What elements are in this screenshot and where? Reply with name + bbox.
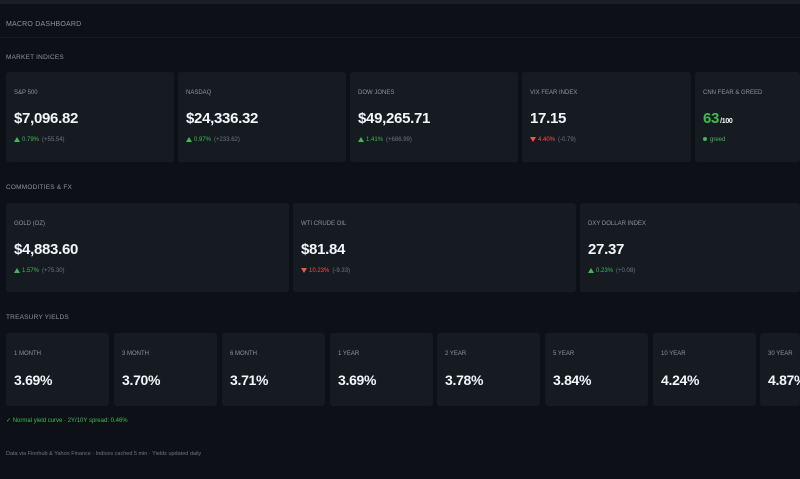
- divider: [0, 37, 800, 38]
- change-percent: 10.23%: [309, 268, 330, 275]
- card-change: 0.23% (+0.08): [588, 268, 635, 274]
- card-change: 4.40% (-0.79): [530, 137, 576, 143]
- card-label: 30 YEAR: [768, 351, 793, 357]
- footer-source-note: Data via Finnhub & Yahoo Finance · Indic…: [6, 451, 202, 457]
- card-label: 1 YEAR: [338, 351, 360, 357]
- change-absolute: (+686.99): [386, 137, 412, 144]
- section-label-commodities: COMMODITIES & FX: [6, 184, 73, 191]
- down-arrow-icon: [301, 268, 307, 273]
- yield-card-1-year[interactable]: 1 YEAR 3.69%: [330, 333, 433, 406]
- card-value: $49,265.71: [358, 110, 431, 127]
- card-value: 27.37: [588, 241, 625, 258]
- card-label: 2 YEAR: [445, 351, 467, 357]
- card-value: $24,336.32: [186, 110, 259, 127]
- card-label: GOLD (OZ): [14, 221, 45, 227]
- card-change: 10.23% (-9.33): [301, 268, 350, 274]
- section-label-market-indices: MARKET INDICES: [6, 54, 64, 61]
- index-card-vix[interactable]: VIX FEAR INDEX 17.15 4.40% (-0.79): [522, 72, 691, 162]
- up-arrow-icon: [186, 137, 192, 142]
- change-percent: 4.40%: [538, 137, 556, 144]
- card-label: DOW JONES: [358, 90, 395, 96]
- fear-greed-card[interactable]: CNN FEAR & GREED 63/100 greed: [695, 72, 800, 162]
- sentiment-label: greed: [710, 137, 726, 143]
- card-label: S&P 500: [14, 90, 38, 96]
- up-arrow-icon: [588, 268, 594, 273]
- change-absolute: (+0.08): [616, 268, 636, 275]
- commodity-card-gold[interactable]: GOLD (OZ) $4,883.60 1.57% (+75.30): [6, 203, 289, 292]
- change-absolute: (+233.62): [214, 137, 240, 144]
- page-title: MACRO DASHBOARD: [6, 21, 82, 28]
- change-percent: 1.41%: [366, 137, 384, 144]
- yield-card-3-month[interactable]: 3 MONTH 3.70%: [114, 333, 217, 406]
- change-absolute: (-9.33): [332, 268, 351, 275]
- up-arrow-icon: [358, 137, 364, 142]
- change-absolute: (+75.30): [42, 268, 65, 275]
- card-value: 3.69%: [338, 372, 377, 388]
- card-label: WTI CRUDE OIL: [301, 221, 347, 227]
- card-change: 1.41% (+686.99): [358, 137, 412, 143]
- card-value: 17.15: [530, 110, 567, 127]
- change-percent: 0.79%: [22, 137, 40, 144]
- card-change: 0.97% (+233.62): [186, 137, 240, 143]
- card-value: 3.70%: [122, 372, 161, 388]
- index-card-dow-jones[interactable]: DOW JONES $49,265.71 1.41% (+686.99): [350, 72, 518, 162]
- fear-greed-max: /100: [720, 118, 733, 125]
- card-value: 3.71%: [230, 372, 269, 388]
- card-label: DXY DOLLAR INDEX: [588, 221, 646, 227]
- top-bar: [0, 0, 800, 4]
- card-label: CNN FEAR & GREED: [703, 90, 763, 96]
- commodity-card-dxy[interactable]: DXY DOLLAR INDEX 27.37 0.23% (+0.08): [580, 203, 800, 292]
- card-label: 3 MONTH: [122, 351, 149, 357]
- change-absolute: (-0.79): [558, 137, 576, 144]
- up-arrow-icon: [14, 268, 20, 273]
- down-arrow-icon: [530, 137, 536, 142]
- card-label: NASDAQ: [186, 90, 212, 96]
- change-percent: 0.97%: [194, 137, 212, 144]
- yield-card-10-year[interactable]: 10 YEAR 4.24%: [653, 333, 756, 406]
- card-value: 3.69%: [14, 372, 53, 388]
- section-label-treasury-yields: TREASURY YIELDS: [6, 314, 69, 321]
- card-label: VIX FEAR INDEX: [530, 90, 578, 96]
- change-percent: 1.57%: [22, 268, 40, 275]
- card-label: 5 YEAR: [553, 351, 575, 357]
- change-absolute: (+55.54): [42, 137, 65, 144]
- status-dot-icon: [703, 137, 707, 142]
- index-card-sp500[interactable]: S&P 500 $7,096.82 0.79% (+55.54): [6, 72, 174, 162]
- yield-card-6-month[interactable]: 6 MONTH 3.71%: [222, 333, 325, 406]
- yield-card-2-year[interactable]: 2 YEAR 3.78%: [437, 333, 540, 406]
- fear-greed-sentiment: greed: [703, 137, 725, 143]
- card-label: 10 YEAR: [661, 351, 686, 357]
- yield-card-1-month[interactable]: 1 MONTH 3.69%: [6, 333, 109, 406]
- yield-curve-note: ✓ Normal yield curve · 2Y/10Y spread: 0.…: [6, 418, 128, 424]
- card-value: 3.84%: [553, 372, 592, 388]
- card-change: 1.57% (+75.30): [14, 268, 65, 274]
- yield-card-30-year[interactable]: 30 YEAR 4.87%: [760, 333, 800, 406]
- card-value: $4,883.60: [14, 241, 79, 258]
- card-label: 6 MONTH: [230, 351, 257, 357]
- card-value: 3.78%: [445, 372, 484, 388]
- index-card-nasdaq[interactable]: NASDAQ $24,336.32 0.97% (+233.62): [178, 72, 346, 162]
- yield-card-5-year[interactable]: 5 YEAR 3.84%: [545, 333, 648, 406]
- card-change: 0.79% (+55.54): [14, 137, 65, 143]
- card-value: 4.24%: [661, 372, 700, 388]
- card-label: 1 MONTH: [14, 351, 41, 357]
- up-arrow-icon: [14, 137, 20, 142]
- fear-greed-value: 63/100: [703, 110, 733, 127]
- card-value: $81.84: [301, 241, 346, 258]
- change-percent: 0.23%: [596, 268, 614, 275]
- commodity-card-wti-crude[interactable]: WTI CRUDE OIL $81.84 10.23% (-9.33): [293, 203, 576, 292]
- card-value: 4.87%: [768, 372, 800, 388]
- card-value: $7,096.82: [14, 110, 79, 127]
- fear-greed-score: 63: [703, 110, 720, 127]
